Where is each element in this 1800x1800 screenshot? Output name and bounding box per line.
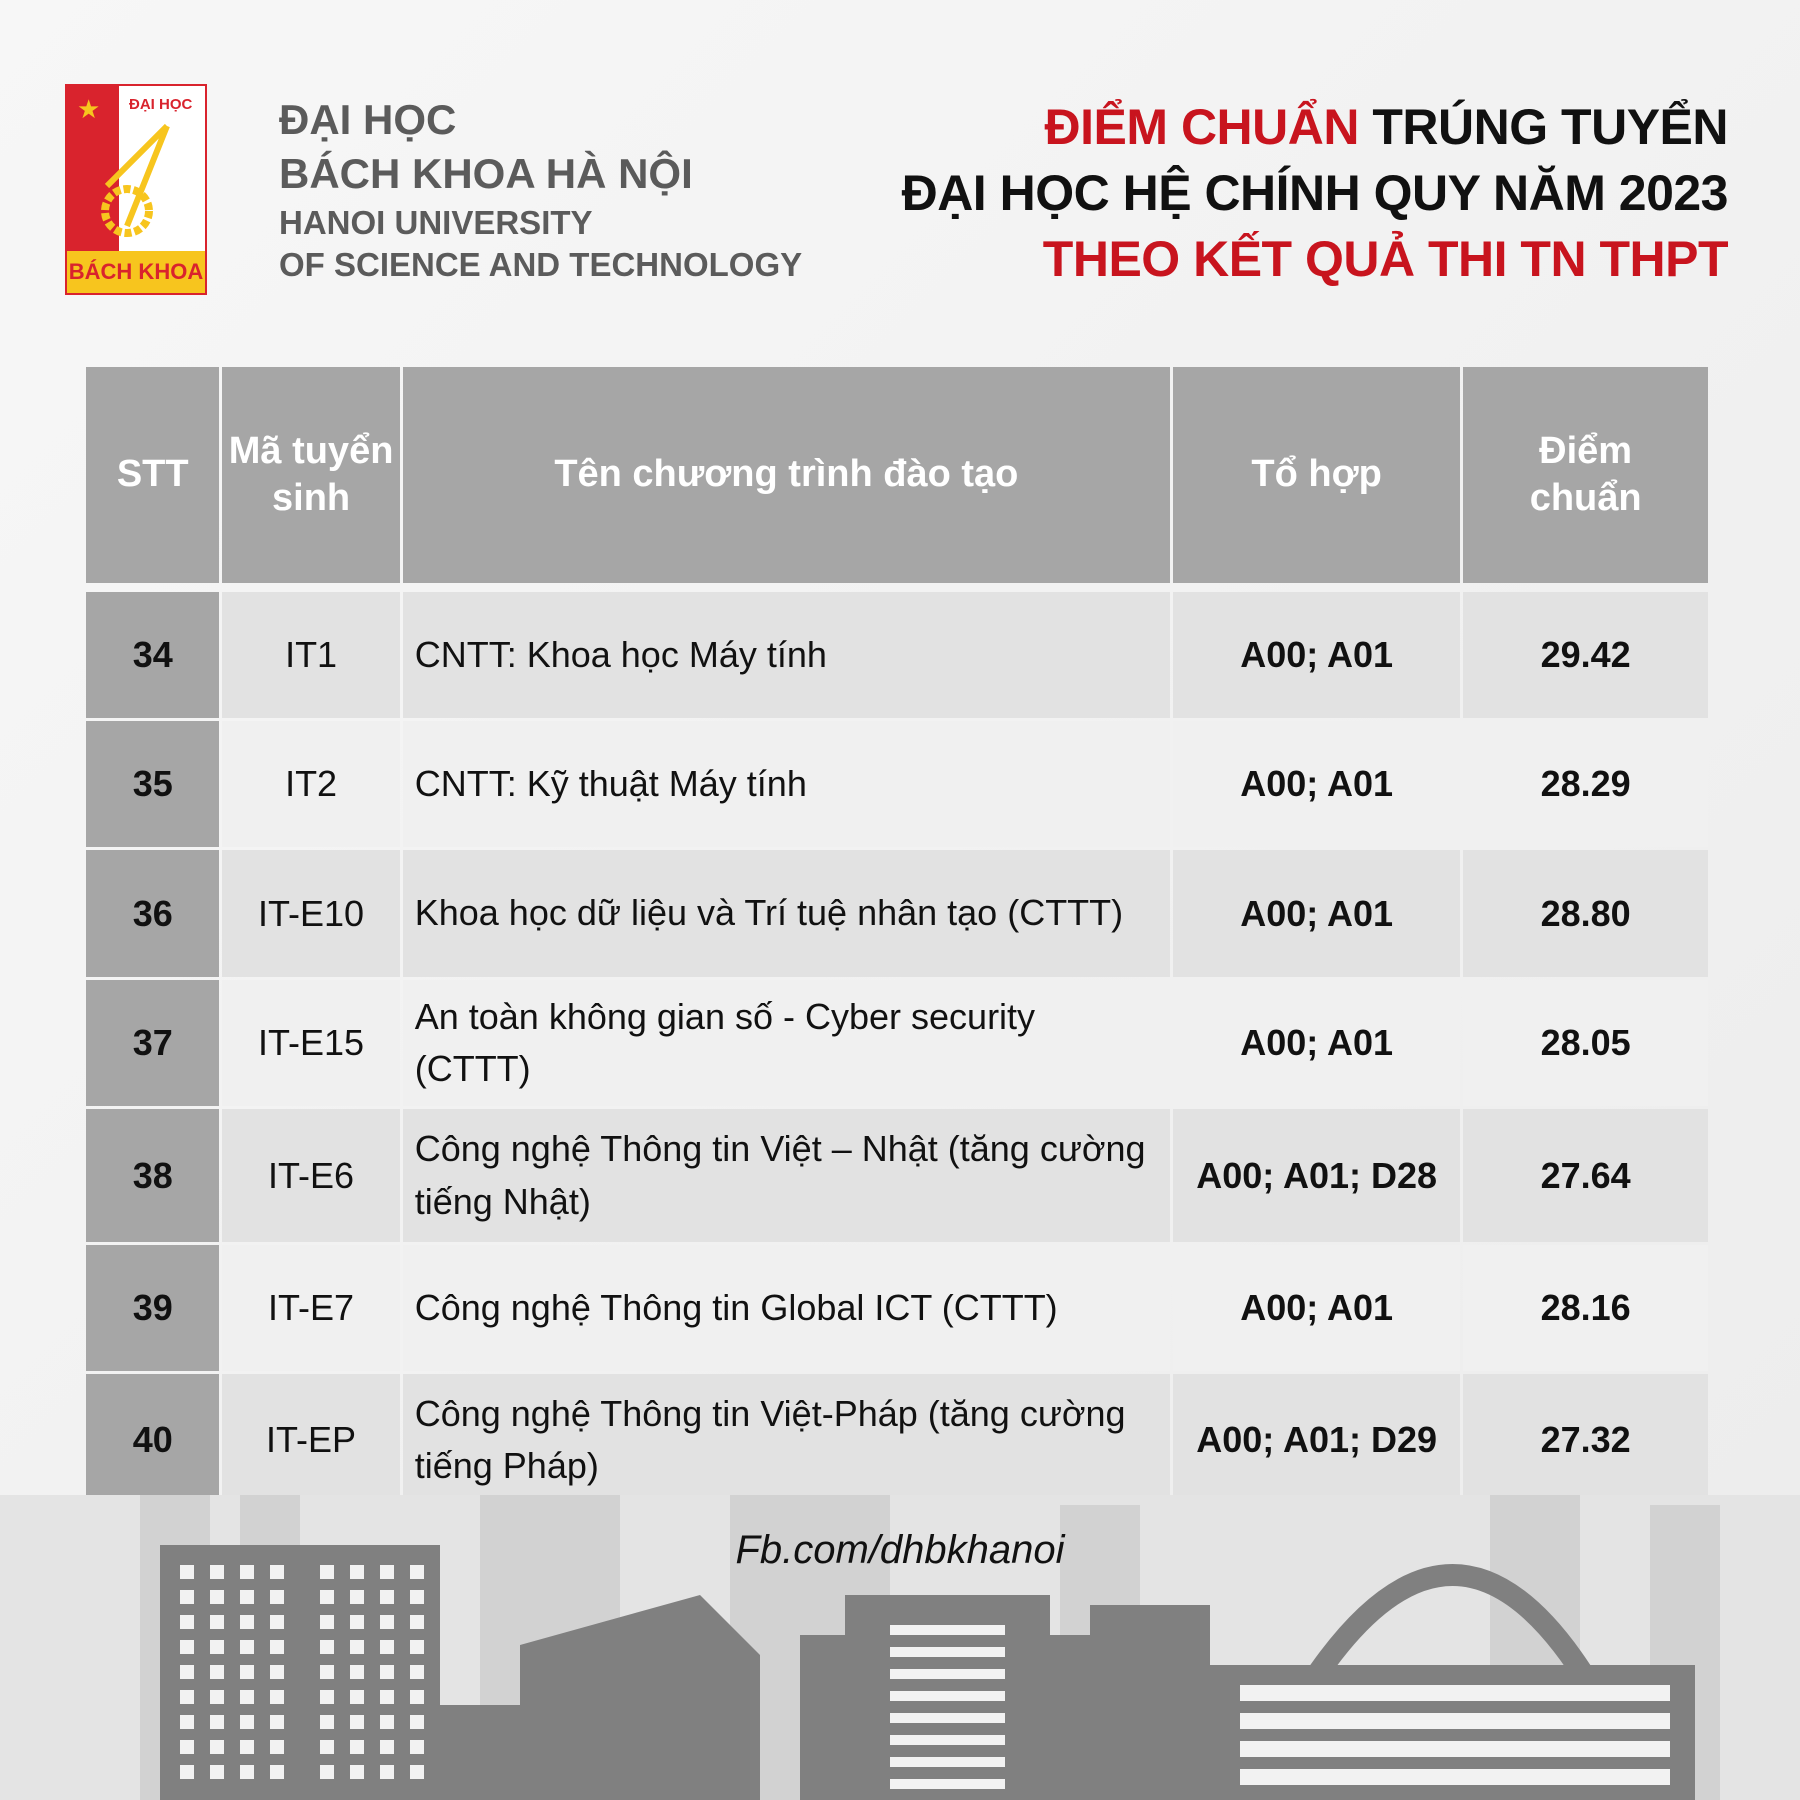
cell-stt: 35 bbox=[86, 721, 220, 847]
cell-combo: A00; A01 bbox=[1173, 980, 1461, 1106]
header-program: Tên chương trình đào tạo bbox=[402, 367, 1170, 583]
star-icon: ★ bbox=[77, 94, 101, 124]
compass-gear-icon bbox=[101, 123, 170, 237]
campus-skyline-illustration bbox=[0, 1495, 1800, 1800]
table-row: 38 IT-E6 Công nghệ Thông tin Việt – Nhật (… bbox=[86, 1109, 1708, 1242]
cell-score: 28.16 bbox=[1463, 1245, 1708, 1371]
cell-combo: A00; A01 bbox=[1173, 721, 1461, 847]
logo-bottom-text: BÁCH KHOA bbox=[67, 251, 205, 293]
header-code: Mã tuyển sinh bbox=[222, 367, 400, 583]
title-line1: ĐIỂM CHUẨN TRÚNG TUYỂN bbox=[1044, 99, 1729, 155]
cell-name: Công nghệ Thông tin Global ICT (CTTT) bbox=[402, 1245, 1170, 1371]
header-combo: Tổ hợp bbox=[1173, 367, 1461, 583]
cell-combo: A00; A01; D28 bbox=[1173, 1109, 1461, 1242]
table-row: 37 IT-E15 An toàn không gian số - Cyber se… bbox=[86, 980, 1708, 1106]
cell-combo: A00; A01 bbox=[1173, 850, 1461, 977]
university-logo: ★ ĐẠI HỌC BÁCH KHOA bbox=[65, 84, 207, 295]
cell-name: An toàn không gian số - Cyber security (… bbox=[402, 980, 1170, 1106]
cell-stt: 38 bbox=[86, 1109, 220, 1242]
cell-score: 28.80 bbox=[1463, 850, 1708, 977]
cell-code: IT1 bbox=[222, 592, 400, 718]
university-name-line2: BÁCH KHOA HÀ NỘI bbox=[279, 150, 693, 197]
cell-name: Khoa học dữ liệu và Trí tuệ nhân tạo (CT… bbox=[402, 850, 1170, 977]
cell-name: CNTT: Kỹ thuật Máy tính bbox=[402, 721, 1170, 847]
cell-name: Công nghệ Thông tin Việt – Nhật (tăng cư… bbox=[402, 1109, 1170, 1242]
cell-score: 27.32 bbox=[1463, 1374, 1708, 1506]
cell-code: IT-E10 bbox=[222, 850, 400, 977]
cell-stt: 36 bbox=[86, 850, 220, 977]
table-row: 34 IT1 CNTT: Khoa học Máy tính A00; A01 29.4… bbox=[86, 592, 1708, 718]
cell-combo: A00; A01 bbox=[1173, 1245, 1461, 1371]
facebook-link[interactable]: Fb.com/dhbkhanoi bbox=[735, 1528, 1065, 1572]
cell-name: CNTT: Khoa học Máy tính bbox=[402, 592, 1170, 718]
table-row: 39 IT-E7 Công nghệ Thông tin Global ICT (C… bbox=[86, 1245, 1708, 1371]
cell-stt: 34 bbox=[86, 592, 220, 718]
logo-top-text: ĐẠI HỌC bbox=[129, 96, 193, 113]
university-name-line1: ĐẠI HỌC bbox=[279, 96, 457, 143]
cell-name: Công nghệ Thông tin Việt-Pháp (tăng cườn… bbox=[402, 1374, 1170, 1506]
cell-stt: 39 bbox=[86, 1245, 220, 1371]
university-name-en-line1: HANOI UNIVERSITY bbox=[279, 204, 593, 241]
cell-score: 28.05 bbox=[1463, 980, 1708, 1106]
cell-stt: 37 bbox=[86, 980, 220, 1106]
university-name-en-line2: OF SCIENCE AND TECHNOLOGY bbox=[279, 246, 803, 283]
header-stt: STT bbox=[86, 367, 220, 583]
table-row: 35 IT2 CNTT: Kỹ thuật Máy tính A00; A01 28.2… bbox=[86, 721, 1708, 847]
cell-score: 27.64 bbox=[1463, 1109, 1708, 1242]
title-line3: THEO KẾT QUẢ THI TN THPT bbox=[1042, 231, 1729, 287]
cell-score: 29.42 bbox=[1463, 592, 1708, 718]
cutoff-score-table: STT Mã tuyển sinh Tên chương trình đào t… bbox=[83, 364, 1711, 1509]
cell-code: IT-E7 bbox=[222, 1245, 400, 1371]
cell-score: 28.29 bbox=[1463, 721, 1708, 847]
cell-stt: 40 bbox=[86, 1374, 220, 1506]
table-row: 36 IT-E10 Khoa học dữ liệu và Trí tuệ nhân… bbox=[86, 850, 1708, 977]
cell-code: IT-E6 bbox=[222, 1109, 400, 1242]
cell-combo: A00; A01; D29 bbox=[1173, 1374, 1461, 1506]
cell-combo: A00; A01 bbox=[1173, 592, 1461, 718]
header-score: Điểm chuẩn bbox=[1463, 367, 1708, 583]
title-line2: ĐẠI HỌC HỆ CHÍNH QUY NĂM 2023 bbox=[901, 165, 1729, 221]
cell-code: IT-EP bbox=[222, 1374, 400, 1506]
table-header: STT Mã tuyển sinh Tên chương trình đào t… bbox=[86, 367, 1708, 583]
cell-code: IT-E15 bbox=[222, 980, 400, 1106]
table-row: 40 IT-EP Công nghệ Thông tin Việt-Pháp (tă… bbox=[86, 1374, 1708, 1506]
cell-code: IT2 bbox=[222, 721, 400, 847]
